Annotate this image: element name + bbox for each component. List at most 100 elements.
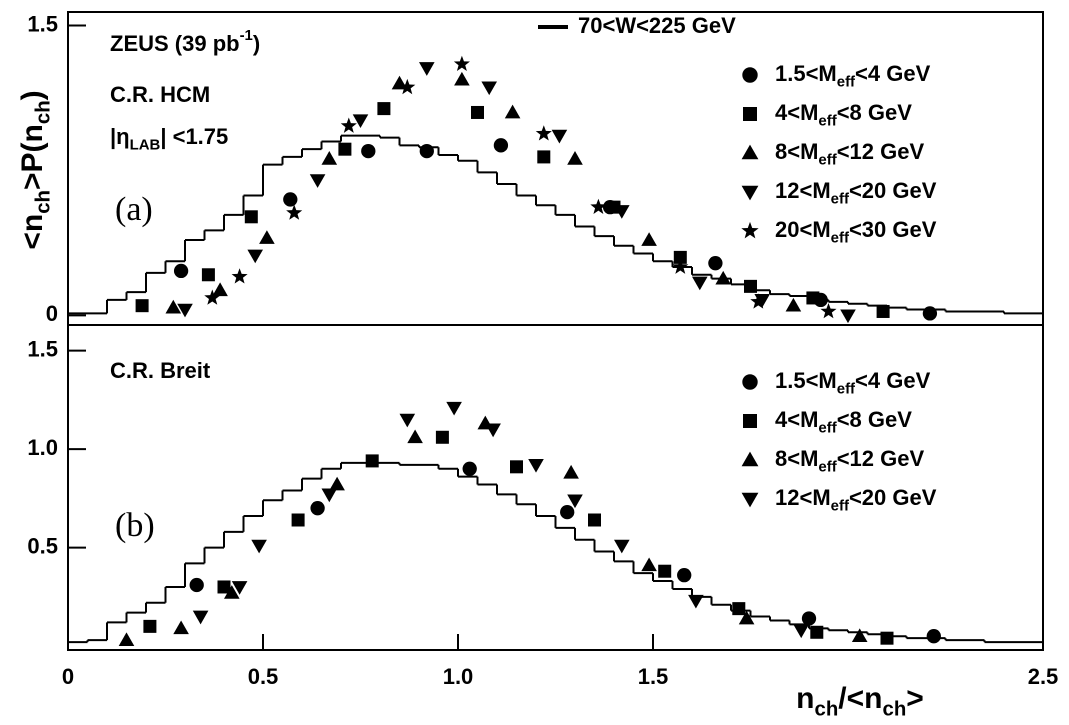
marker	[212, 282, 228, 297]
marker	[377, 102, 391, 116]
marker	[291, 513, 305, 527]
annotation-part: )	[253, 31, 260, 56]
annotation-part: LAB	[130, 137, 161, 154]
marker	[677, 568, 692, 583]
marker	[481, 81, 497, 96]
x-axis-label-part: ch	[882, 699, 906, 721]
annotation: C.R. HCM	[110, 82, 210, 107]
y-axis-label-part: ch	[33, 190, 55, 214]
marker	[688, 594, 704, 609]
marker	[801, 611, 817, 626]
marker	[810, 625, 824, 639]
marker	[462, 461, 477, 476]
marker	[173, 620, 189, 635]
x-axis-label-part: n	[796, 682, 814, 715]
legend-label-part: 4<M	[775, 407, 818, 432]
annotation-part: C.R. HCM	[110, 82, 210, 107]
x-axis-label-part: /<n	[838, 682, 882, 715]
marker	[510, 460, 523, 474]
marker	[588, 513, 601, 527]
plot-frame	[67, 324, 1044, 651]
marker	[251, 539, 267, 554]
legend-label-part: 12<M	[775, 485, 831, 510]
marker	[590, 198, 607, 214]
marker	[658, 564, 672, 578]
marker	[286, 204, 303, 220]
x-tick-label: 0	[62, 664, 74, 689]
marker	[189, 577, 204, 593]
marker	[283, 192, 298, 207]
marker	[738, 610, 755, 625]
marker	[732, 602, 746, 616]
legend-label-part: <30 GeV	[849, 217, 937, 242]
marker	[231, 268, 248, 284]
marker	[340, 117, 357, 133]
marker	[310, 501, 325, 516]
y-axis-label-part: )	[16, 90, 49, 100]
x-axis-label-part: >	[906, 682, 924, 715]
marker	[446, 401, 462, 416]
marker	[231, 581, 248, 595]
marker	[504, 104, 521, 119]
marker	[118, 632, 135, 647]
x-tick-label: 0.5	[248, 664, 279, 689]
marker	[435, 430, 449, 444]
marker	[361, 143, 376, 159]
marker	[785, 297, 802, 312]
legend-label-part: <8 GeV	[837, 100, 913, 125]
marker	[692, 276, 708, 291]
marker	[563, 464, 579, 479]
x-axis-label-part: ch	[815, 699, 839, 721]
marker	[224, 585, 240, 599]
marker	[365, 454, 379, 468]
marker	[641, 232, 657, 246]
marker	[741, 492, 759, 508]
legend-label-part: <4 GeV	[855, 368, 931, 393]
marker	[551, 129, 568, 144]
legend-label-part: eff	[837, 74, 856, 91]
legend-label-part: <8 GeV	[837, 407, 913, 432]
annotation-part: -1	[240, 27, 253, 44]
marker	[820, 303, 837, 319]
annotation-part: |η	[110, 124, 130, 149]
annotation: C.R. Breit	[110, 358, 211, 383]
legend-label: 70<W<225 GeV	[578, 13, 736, 38]
marker	[880, 631, 894, 645]
legend-label-part: eff	[831, 191, 850, 208]
marker	[851, 628, 868, 643]
marker	[485, 423, 501, 438]
marker	[673, 250, 687, 264]
x-tick-label: 1.5	[638, 664, 669, 689]
marker	[528, 458, 544, 473]
marker	[338, 142, 352, 156]
legend-label: 1.5<Meff<4 GeV	[775, 61, 931, 91]
y-tick-label: 1.5	[27, 336, 58, 361]
legend-label: 8<Meff<12 GeV	[775, 139, 924, 169]
marker	[641, 557, 657, 572]
marker	[741, 185, 759, 201]
y-tick-label: 0	[46, 301, 58, 326]
marker	[840, 309, 856, 324]
legend-label-part: eff	[818, 459, 837, 476]
y-tick-label: 1.0	[27, 435, 58, 460]
marker	[453, 55, 470, 72]
legend-label-part: 8<M	[775, 446, 818, 471]
legend-label-part: 8<M	[775, 139, 818, 164]
legend-label-part: eff	[818, 152, 837, 169]
marker	[173, 263, 189, 279]
annotation-part: ZEUS (39 pb	[110, 31, 240, 56]
marker	[454, 71, 470, 86]
marker	[744, 279, 757, 293]
legend-label: 12<Meff<20 GeV	[775, 178, 937, 208]
legend-label-part: eff	[837, 381, 856, 398]
annotation: (a)	[115, 191, 153, 228]
y-axis-label-part: <n	[16, 214, 49, 250]
marker	[742, 67, 758, 83]
legend-label-part: 1.5<M	[775, 368, 837, 393]
marker	[493, 138, 509, 153]
marker	[329, 476, 345, 491]
legend-label-part: eff	[831, 498, 850, 515]
marker	[743, 414, 757, 428]
marker	[165, 299, 182, 314]
